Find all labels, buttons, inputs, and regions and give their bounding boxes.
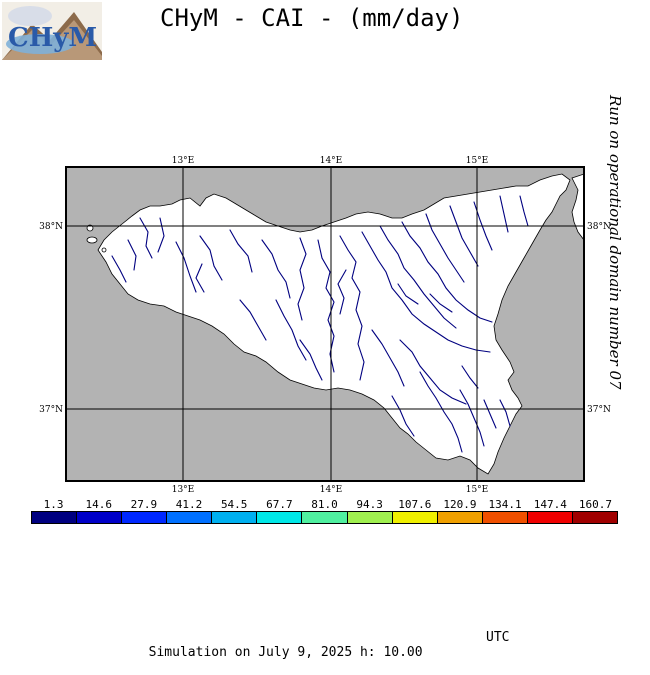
lon-label-bottom-14: 14°E [320, 485, 343, 495]
sicily-landmass [97, 173, 571, 475]
colorbar-swatch [212, 512, 258, 523]
simulation-info: Simulation on July 9, 2025 h: 10.00 UTC [133, 630, 510, 675]
colorbar-swatch [302, 512, 348, 523]
legend-value-label: 147.4 [533, 498, 567, 511]
legend-value-label: 134.1 [488, 498, 522, 511]
colorbar-swatch [482, 512, 528, 523]
legend-value-label: 27.9 [130, 498, 158, 511]
logo-text: CHyM [8, 23, 97, 53]
colorbar-swatch [257, 512, 303, 523]
timezone-label: UTC [486, 630, 510, 645]
river-network [111, 195, 529, 453]
legend-labels: 1.3 14.6 27.9 41.2 54.5 67.7 81.0 94.3 107.6 120.… [31, 498, 618, 512]
legend-value-label: 94.3 [356, 498, 383, 511]
colorbar-swatch [572, 512, 618, 523]
colorbar-swatch [437, 512, 483, 523]
legend-value-label: 120.9 [443, 498, 477, 511]
lat-label-right-38: 38°N [587, 222, 611, 232]
legend-value-label: 107.6 [398, 498, 432, 511]
lon-label-bottom-15: 15°E [466, 485, 489, 495]
lat-label-left-38: 38°N [39, 222, 63, 232]
sicily-map: 13°E 14°E 15°E 13°E 14°E 15°E 38°N 37°N … [39, 156, 611, 495]
colorbar-swatch [527, 512, 573, 523]
colorbar-swatch [122, 512, 168, 523]
legend-value-label: 81.0 [311, 498, 338, 511]
legend-value-label: 1.3 [43, 498, 64, 511]
island-favignana [86, 236, 98, 244]
lon-label-top-14: 14°E [320, 156, 343, 166]
colorbar-swatch [77, 512, 123, 523]
colorbar-swatch [347, 512, 393, 523]
legend-value-label: 54.5 [220, 498, 248, 511]
lon-label-bottom-13: 13°E [172, 485, 195, 495]
lon-label-top-15: 15°E [466, 156, 489, 166]
simulation-datetime: Simulation on July 9, 2025 h: 10.00 [148, 645, 423, 660]
chym-logo: CHyM [2, 2, 102, 60]
colorbar-swatch [32, 512, 78, 523]
legend-value-label: 67.7 [266, 498, 293, 511]
lat-label-right-37: 37°N [587, 405, 611, 415]
legend-value-label: 14.6 [85, 498, 112, 511]
colorbar [31, 511, 618, 524]
island-marettimo [101, 247, 107, 253]
legend-value-label: 41.2 [175, 498, 203, 511]
lat-label-left-37: 37°N [39, 405, 63, 415]
colorbar-swatch [167, 512, 213, 523]
page-title: CHyM - CAI - (mm/day) [160, 4, 464, 32]
lon-label-top-13: 13°E [172, 156, 195, 166]
legend-value-label: 160.7 [578, 498, 612, 511]
map-frame [65, 166, 585, 482]
graticule [66, 167, 584, 481]
colorbar-swatch [392, 512, 438, 523]
